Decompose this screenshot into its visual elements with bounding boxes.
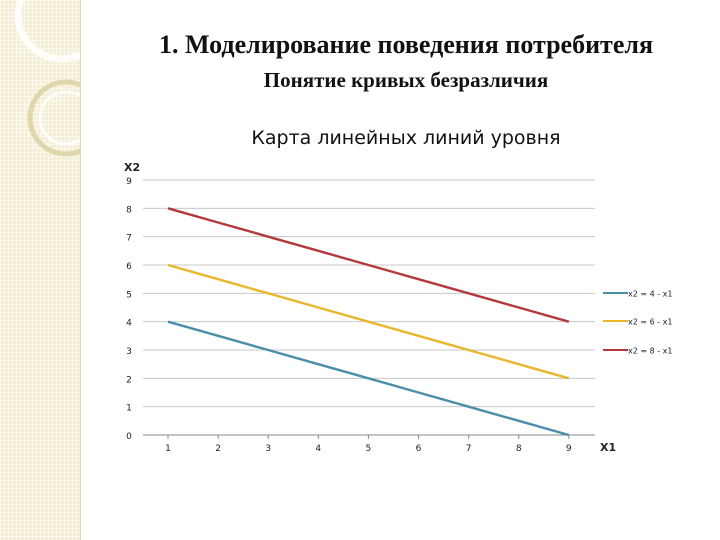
x-tick-label: 2 — [215, 444, 221, 454]
x-tick-label: 4 — [315, 444, 321, 454]
x-tick-label: 9 — [566, 444, 572, 454]
series-line — [167, 207, 570, 323]
slide-subtitle: Понятие кривых безразличия — [263, 68, 549, 92]
y-tick-label: 6 — [126, 262, 132, 272]
chart-title: Карта линейных линий уровня — [251, 127, 561, 149]
y-tick-label: 7 — [126, 234, 132, 244]
legend: x2 = 4 - x1 x2 = 6 - x1 x2 = 8 - x1 — [603, 290, 673, 356]
x-tick-label: 7 — [466, 444, 472, 454]
y-tick-label: 0 — [126, 432, 132, 442]
x-tick-label: 5 — [366, 444, 372, 454]
y-tick-label: 8 — [126, 205, 132, 215]
legend-label: x2 = 4 - x1 — [628, 290, 673, 299]
decorative-circles — [14, 0, 80, 157]
series-line — [167, 263, 570, 380]
slide-title: 1. Моделирование поведения потребителя — [158, 30, 654, 59]
x-tick-label: 3 — [265, 444, 271, 454]
x-axis-label: X1 — [600, 441, 616, 454]
y-tick-label: 2 — [126, 375, 132, 385]
legend-label: x2 = 8 - x1 — [628, 347, 673, 356]
legend-label: x2 = 6 - x1 — [628, 318, 673, 327]
axis-labels: 0 1 2 3 4 5 6 7 8 9 1 2 3 4 5 6 7 8 9 X2 X1 — [124, 161, 616, 454]
series-lines — [167, 207, 570, 437]
y-tick-label: 5 — [126, 290, 132, 300]
series-line — [167, 320, 570, 437]
y-axis-label: X2 — [124, 161, 140, 174]
x-tick-label: 1 — [165, 444, 171, 454]
y-tick-label: 4 — [126, 319, 132, 329]
y-tick-label: 3 — [126, 347, 132, 357]
y-tick-label: 1 — [126, 404, 132, 414]
y-tick-label: 9 — [126, 177, 132, 187]
decorative-side-panel — [0, 0, 81, 540]
x-tick-label: 8 — [516, 444, 522, 454]
x-tick-label: 6 — [416, 444, 422, 454]
